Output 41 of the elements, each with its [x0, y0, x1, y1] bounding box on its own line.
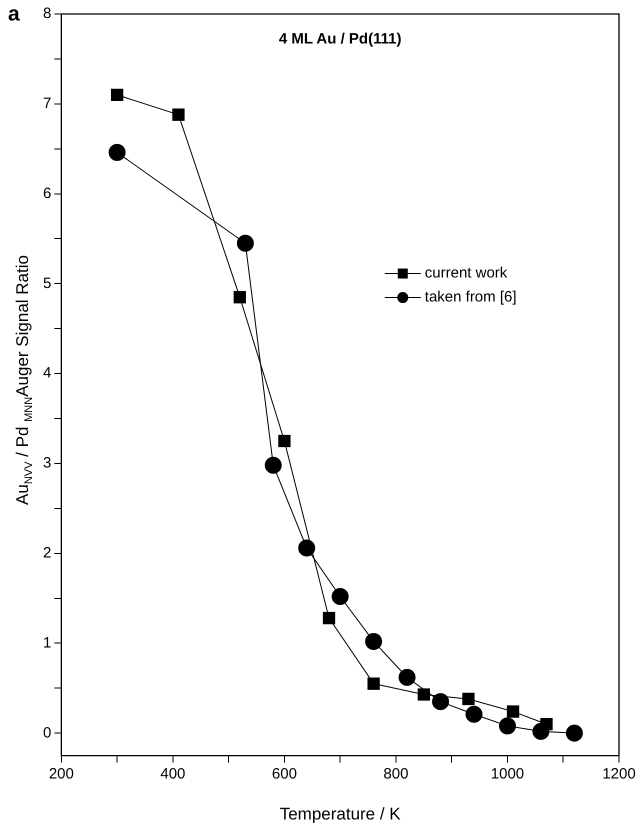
point [506, 705, 520, 718]
x-axis-title: Temperature / K [280, 804, 402, 824]
text: 4 ML Au / Pd(111) [278, 30, 402, 48]
y-tick-label: 3 [43, 454, 52, 472]
x-tick-label: 400 [160, 766, 186, 783]
point [566, 724, 583, 742]
point [278, 434, 291, 448]
point [234, 291, 246, 304]
x-tick-label: 800 [383, 766, 408, 783]
text: a [8, 2, 20, 26]
point [108, 144, 126, 161]
y-tick-label: 7 [43, 95, 52, 112]
y-tick-label: 2 [43, 544, 52, 562]
point [540, 718, 553, 730]
x-tick-label: 200 [48, 766, 74, 783]
point [236, 234, 254, 252]
point [322, 612, 336, 624]
x-tick-label: 600 [272, 766, 297, 783]
point [466, 706, 483, 723]
point [498, 717, 516, 734]
x-tick-label: 1000 [490, 766, 524, 783]
point [298, 539, 316, 556]
point [110, 88, 124, 102]
point [418, 688, 430, 701]
legend-label: current work [424, 264, 508, 282]
point [365, 632, 382, 650]
point [367, 678, 380, 690]
y-tick-label: 4 [43, 364, 52, 382]
point [172, 108, 185, 121]
point [264, 456, 282, 474]
y-tick-label: 8 [43, 5, 52, 22]
x-tick-label: 1200 [602, 766, 636, 783]
point [462, 692, 475, 706]
y-tick-label: 1 [43, 634, 52, 652]
legend-label: taken from [6] [424, 288, 517, 306]
y-tick-label: 0 [43, 724, 52, 742]
point [432, 693, 450, 710]
point [398, 668, 416, 686]
point [332, 588, 349, 605]
y-tick-label: 6 [43, 184, 52, 202]
y-tick-label: 5 [43, 274, 52, 292]
